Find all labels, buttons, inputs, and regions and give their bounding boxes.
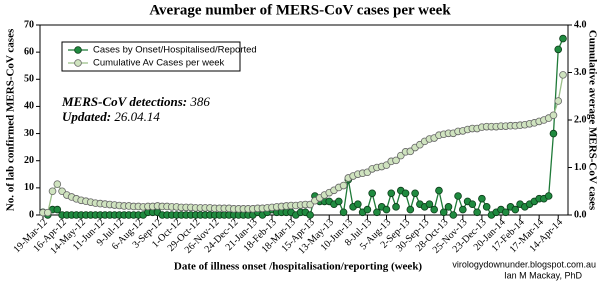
series-marker — [48, 187, 57, 196]
y-tick-label: 20 — [24, 155, 34, 166]
y-tick-label: 40 — [24, 101, 34, 112]
annotation-label: MERS-CoV detections: — [61, 94, 187, 109]
series-marker — [387, 189, 396, 198]
y2-tick-label: 3.0 — [574, 67, 587, 78]
series-marker — [339, 181, 348, 190]
series-marker — [43, 208, 52, 217]
series-marker — [468, 200, 477, 208]
credit: Ian M Mackay, PhD — [504, 270, 582, 280]
series-marker — [430, 205, 438, 214]
series-marker — [549, 129, 558, 138]
y-tick-label: 60 — [24, 46, 34, 57]
series-marker — [368, 189, 376, 198]
series-marker — [339, 208, 348, 217]
legend-marker — [74, 46, 82, 54]
y-axis-label: No. of lab confirmed MERS-CoV cases — [5, 28, 17, 211]
y-tick-label: 10 — [24, 182, 34, 193]
y2-axis-label: Cumulative average MERS-CoV cases — [586, 30, 598, 211]
series-marker — [406, 205, 415, 214]
series-marker — [444, 203, 453, 211]
x-axis-label: Date of illness onset /hospitalisation/r… — [174, 261, 423, 273]
series-marker — [482, 203, 491, 211]
series-marker — [478, 194, 486, 203]
series-marker — [454, 192, 462, 200]
series-marker — [53, 205, 62, 214]
series-marker — [401, 189, 410, 198]
series-marker — [373, 208, 381, 217]
series-marker — [363, 205, 372, 214]
legend-label: Cases by Onset/Hospitalised/Reported — [93, 45, 257, 56]
series-marker — [53, 180, 62, 188]
y-tick-label: 0 — [29, 209, 34, 220]
series-marker — [439, 208, 448, 217]
series-marker — [392, 203, 400, 211]
series-marker — [559, 34, 567, 43]
series-marker — [511, 205, 520, 214]
series-marker — [425, 200, 434, 208]
y-tick-label: 30 — [24, 128, 34, 139]
series-marker — [435, 186, 443, 195]
series-marker — [382, 205, 391, 214]
series-marker — [549, 111, 558, 120]
series-marker — [473, 208, 481, 217]
legend-label: Cumulative Av Cases per week — [93, 58, 225, 69]
y2-tick-label: 4.0 — [574, 19, 587, 30]
series-marker — [306, 211, 314, 219]
y2-tick-label: 1.0 — [574, 162, 587, 173]
series-marker — [459, 205, 467, 214]
y-tick-label: 50 — [24, 74, 34, 85]
series-marker — [544, 192, 553, 200]
series-marker — [559, 71, 567, 79]
series-marker — [334, 197, 343, 206]
y-tick-label: 70 — [24, 19, 34, 30]
chart-title: Average number of MERS-CoV cases per wee… — [149, 2, 451, 18]
credit: virologydownunder.blogspot.com.au — [452, 259, 596, 269]
series-marker — [554, 97, 563, 105]
y2-tick-label: 0.0 — [574, 209, 587, 220]
legend-box — [61, 41, 241, 72]
series-marker — [449, 211, 458, 219]
annotation-value: 26.04.14 — [114, 109, 160, 124]
legend: Cases by Onset/Hospitalised/Reported Cumu… — [61, 41, 257, 72]
series-marker — [554, 45, 563, 54]
annotation-label: Updated: — [62, 109, 111, 124]
annotation: Updated: 26.04.14 — [62, 109, 160, 124]
y2-tick-label: 2.0 — [574, 114, 587, 125]
legend-marker — [74, 59, 82, 67]
series-marker — [411, 189, 419, 198]
series-marker — [392, 156, 400, 165]
series-marker — [501, 208, 510, 217]
series-marker — [354, 200, 362, 208]
annotation: MERS-CoV detections: 386 — [61, 94, 210, 109]
annotation-value: 386 — [189, 94, 210, 109]
